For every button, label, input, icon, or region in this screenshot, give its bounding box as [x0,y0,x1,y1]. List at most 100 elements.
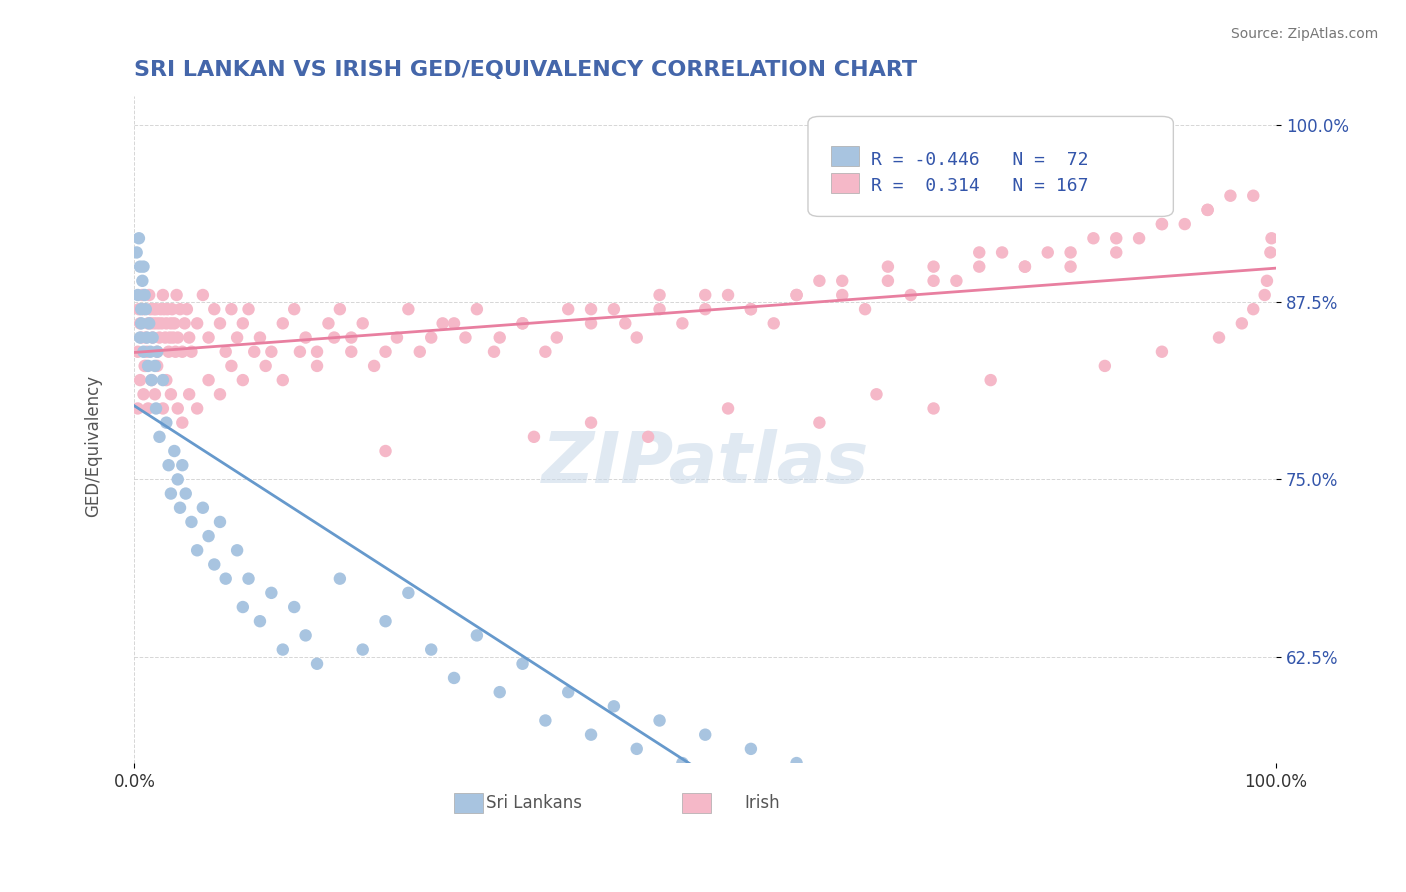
Point [1253,288,1275,302]
Point [132,302,155,317]
Point [671,756,693,770]
Point [1241,302,1264,317]
Point [148,430,170,444]
Point [945,274,967,288]
Point [1059,260,1081,274]
Point [523,430,546,444]
Point [853,813,876,827]
Point [1105,245,1128,260]
Point [1014,260,1036,274]
Point [176,302,198,317]
Point [129,317,152,331]
Point [226,543,249,558]
Point [603,302,626,317]
Point [1241,188,1264,202]
Point [179,387,201,401]
Point [132,260,155,274]
Point [145,401,167,416]
Point [135,302,157,317]
Point [166,288,188,302]
Point [238,572,260,586]
Point [152,401,174,416]
Point [329,302,352,317]
Point [132,387,155,401]
Point [208,515,231,529]
Point [1150,217,1173,231]
Point [172,344,194,359]
Point [172,458,194,473]
Point [127,344,149,359]
Point [173,317,195,331]
Point [420,330,443,344]
Point [579,416,602,430]
Point [148,330,170,344]
Point [1083,231,1105,245]
Point [232,373,254,387]
Point [186,401,208,416]
Point [980,373,1002,387]
Point [162,330,184,344]
FancyBboxPatch shape [808,117,1174,217]
Point [740,742,762,756]
Point [180,344,202,359]
Point [352,317,374,331]
Point [1197,202,1219,217]
Point [305,359,328,373]
Point [1128,231,1150,245]
Point [512,657,534,671]
Point [197,373,219,387]
Point [740,302,762,317]
Point [1105,231,1128,245]
Point [283,302,305,317]
Point [283,600,305,615]
Point [363,359,385,373]
Point [294,330,316,344]
Point [165,344,187,359]
Point [603,699,626,714]
Point [129,330,152,344]
Point [142,330,165,344]
Point [142,330,165,344]
Point [374,444,396,458]
Point [153,330,176,344]
Point [159,330,181,344]
Point [143,387,166,401]
Point [141,373,163,387]
Point [146,359,169,373]
Point [1256,274,1278,288]
Text: ZIPatlas: ZIPatlas [541,428,869,498]
Point [1036,245,1059,260]
Point [432,317,454,331]
Point [808,798,831,813]
Point [197,330,219,344]
Point [288,344,311,359]
Point [127,401,149,416]
Point [142,302,165,317]
Point [1150,217,1173,231]
Point [271,642,294,657]
Point [305,657,328,671]
Point [808,274,831,288]
Point [146,344,169,359]
Point [135,344,157,359]
Point [221,359,243,373]
Point [648,288,671,302]
Point [546,330,568,344]
Point [352,642,374,657]
Point [134,359,156,373]
Text: Source: ZipAtlas.com: Source: ZipAtlas.com [1230,27,1378,41]
Point [128,231,150,245]
Point [579,317,602,331]
Point [409,344,432,359]
Point [202,558,225,572]
Point [1219,188,1241,202]
Point [534,714,557,728]
Point [967,245,990,260]
Point [1059,245,1081,260]
Point [186,317,208,331]
Point [374,614,396,628]
Point [132,344,155,359]
Point [138,317,160,331]
Point [156,302,179,317]
Point [294,628,316,642]
